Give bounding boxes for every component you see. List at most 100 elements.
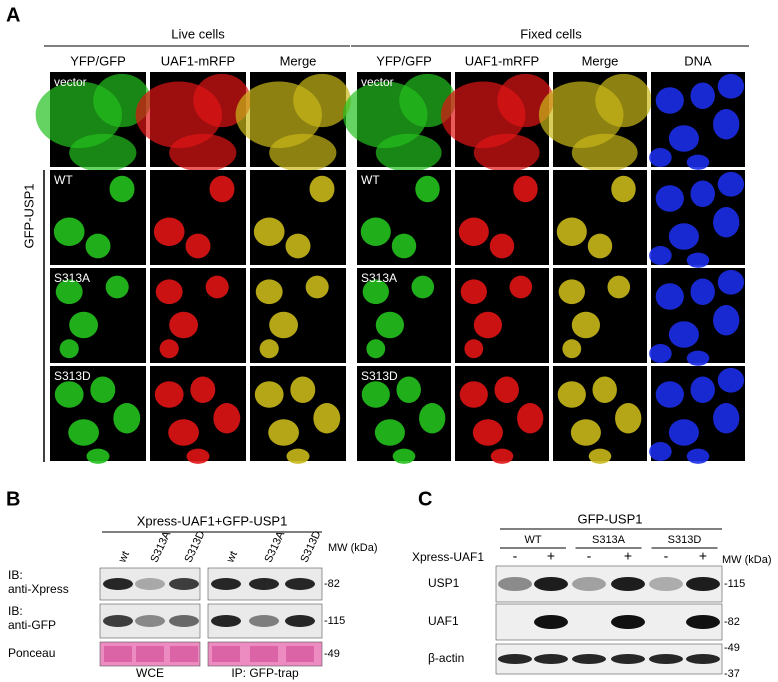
cell <box>375 311 404 339</box>
mw-marker: -115 <box>724 578 745 590</box>
cell <box>159 339 179 359</box>
cell <box>259 339 279 359</box>
cell <box>464 339 484 359</box>
mw-marker: -82 <box>724 616 740 628</box>
band <box>250 646 278 662</box>
band <box>169 578 199 590</box>
group-label: WCE <box>136 666 164 680</box>
blot <box>495 565 723 603</box>
cell <box>649 246 672 265</box>
band <box>169 615 199 627</box>
lane-label: S313D <box>298 529 323 565</box>
row-label: WT <box>361 173 380 187</box>
band <box>534 577 568 591</box>
cell <box>293 73 351 128</box>
cell <box>286 448 310 464</box>
cell <box>717 367 745 393</box>
cell <box>570 419 601 446</box>
blot-title: Xpress-UAF1+GFP-USP1 <box>137 513 288 528</box>
column-header: YFP/GFP <box>376 53 432 68</box>
band <box>212 646 240 662</box>
band <box>103 615 133 627</box>
blot-label: anti-GFP <box>8 618 56 632</box>
cell <box>607 275 631 299</box>
band <box>611 615 645 629</box>
cell <box>255 279 283 305</box>
sign: + <box>547 548 555 564</box>
cell <box>396 376 421 404</box>
group-title: Live cells <box>171 26 225 41</box>
cell <box>360 217 391 246</box>
cell <box>690 278 715 306</box>
cell <box>209 175 235 203</box>
cell <box>558 279 585 305</box>
row-label: S313D <box>54 369 91 383</box>
cell <box>109 175 135 203</box>
band <box>249 578 279 590</box>
cell <box>269 133 337 172</box>
cell <box>411 275 435 299</box>
band <box>211 578 241 590</box>
row-label: vector <box>54 75 87 89</box>
blot-label: Ponceau <box>8 646 55 660</box>
band <box>572 577 606 591</box>
cell <box>556 217 587 246</box>
cell <box>649 344 672 363</box>
cell <box>213 403 241 434</box>
panel-label: B <box>6 488 20 510</box>
cell <box>205 275 229 299</box>
cell <box>391 233 417 259</box>
cell <box>490 448 514 464</box>
row-label: S313A <box>54 271 90 285</box>
band <box>611 654 645 664</box>
cell <box>713 109 740 140</box>
cell <box>254 381 284 408</box>
cell <box>509 275 533 299</box>
cell <box>595 73 652 128</box>
band <box>103 578 133 590</box>
band <box>135 578 165 590</box>
band <box>286 646 314 662</box>
cell <box>85 233 111 259</box>
mw-header: MW (kDa) <box>328 542 378 554</box>
cell <box>55 279 83 305</box>
mw-marker: -115 <box>324 615 345 627</box>
blot-label: IB: <box>8 568 23 582</box>
mw-marker: -37 <box>724 668 740 680</box>
cell <box>686 448 710 464</box>
cell <box>269 311 298 339</box>
row-label: S313A <box>361 271 397 285</box>
band <box>686 577 720 591</box>
blot-label: anti-Xpress <box>8 582 69 596</box>
cell <box>168 419 199 446</box>
cell <box>713 207 740 238</box>
band <box>135 615 165 627</box>
cell <box>105 275 129 299</box>
cell <box>557 381 586 408</box>
cell <box>655 381 684 408</box>
cell <box>494 376 519 404</box>
cell <box>686 350 710 366</box>
cell <box>362 279 389 305</box>
sign: - <box>664 548 669 564</box>
cell <box>185 233 211 259</box>
column-header: YFP/GFP <box>70 53 126 68</box>
cell <box>562 339 582 359</box>
cell <box>717 269 745 295</box>
cell <box>285 233 311 259</box>
group-label: S313D <box>668 534 702 546</box>
cell <box>305 275 329 299</box>
cell <box>489 233 515 259</box>
cell <box>668 223 699 250</box>
band <box>611 577 645 591</box>
band <box>686 654 720 664</box>
cell <box>69 133 137 172</box>
cell <box>473 311 502 339</box>
treatment-label: Xpress-UAF1 <box>412 550 484 564</box>
panel-label: A <box>6 4 20 26</box>
row-label: WT <box>54 173 73 187</box>
cell <box>615 403 642 434</box>
cell <box>460 279 487 305</box>
cell <box>154 381 184 408</box>
